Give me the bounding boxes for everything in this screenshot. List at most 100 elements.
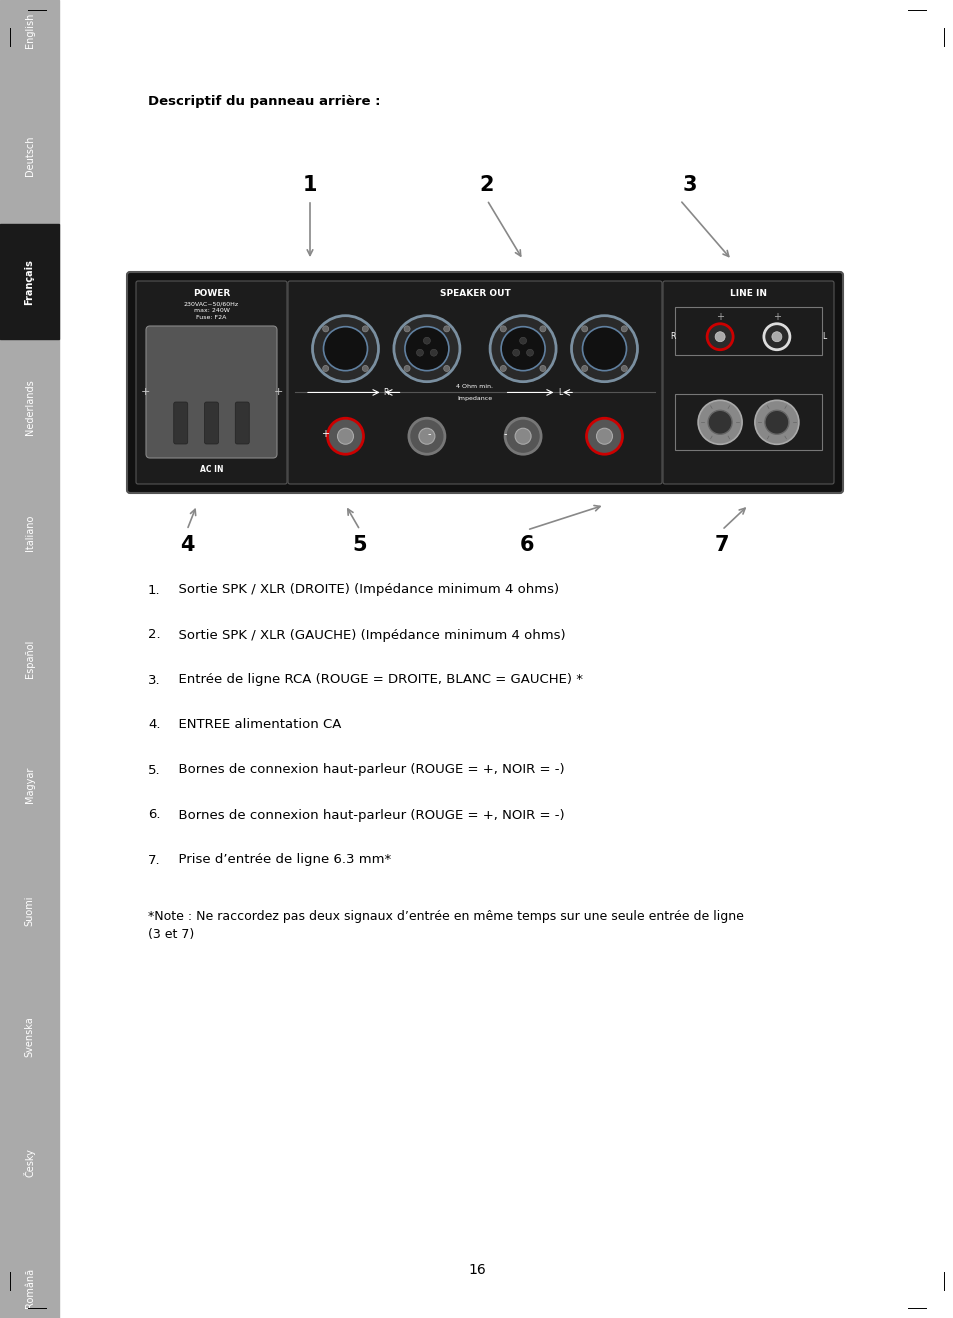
Circle shape <box>754 401 798 444</box>
FancyBboxPatch shape <box>127 272 842 493</box>
Text: Impedance: Impedance <box>456 395 492 401</box>
Circle shape <box>539 365 545 372</box>
Text: Magyar: Magyar <box>25 767 34 803</box>
Circle shape <box>581 365 587 372</box>
Text: 1.: 1. <box>148 584 160 597</box>
Text: Nederlands: Nederlands <box>25 380 34 435</box>
Circle shape <box>596 428 612 444</box>
Bar <box>0 224 59 339</box>
Text: Italiano: Italiano <box>25 515 34 551</box>
Text: Entrée de ligne RCA (ROUGE = DROITE, BLANC = GAUCHE) *: Entrée de ligne RCA (ROUGE = DROITE, BLA… <box>170 673 582 687</box>
FancyBboxPatch shape <box>288 281 661 484</box>
Text: Deutsch: Deutsch <box>25 136 34 177</box>
Text: +: + <box>716 312 723 322</box>
Text: -: - <box>503 430 506 439</box>
Circle shape <box>430 349 436 356</box>
Text: Sortie SPK / XLR (GAUCHE) (Impédance minimum 4 ohms): Sortie SPK / XLR (GAUCHE) (Impédance min… <box>170 629 565 642</box>
Text: LINE IN: LINE IN <box>729 289 766 298</box>
Circle shape <box>519 337 526 344</box>
Circle shape <box>499 326 506 332</box>
Circle shape <box>327 418 363 455</box>
Text: POWER: POWER <box>193 289 230 298</box>
Text: L: L <box>821 332 825 341</box>
Text: 4.: 4. <box>148 718 160 731</box>
Circle shape <box>490 316 556 382</box>
Text: Bornes de connexion haut-parleur (ROUGE = +, NOIR = -): Bornes de connexion haut-parleur (ROUGE … <box>170 763 564 776</box>
Text: Suomi: Suomi <box>25 895 34 925</box>
Text: AC IN: AC IN <box>199 465 223 474</box>
Text: Français: Français <box>25 258 34 304</box>
Text: 230VAC~50/60Hz
max: 240W
Fuse: F2A: 230VAC~50/60Hz max: 240W Fuse: F2A <box>184 302 239 320</box>
Circle shape <box>313 316 378 382</box>
Bar <box>675 307 821 355</box>
Circle shape <box>539 326 545 332</box>
Circle shape <box>362 326 368 332</box>
Circle shape <box>499 365 506 372</box>
FancyBboxPatch shape <box>146 326 276 457</box>
Circle shape <box>394 316 459 382</box>
Circle shape <box>512 349 519 356</box>
Text: 6: 6 <box>519 535 534 555</box>
Circle shape <box>404 326 410 332</box>
Circle shape <box>526 349 533 356</box>
Circle shape <box>500 327 544 370</box>
Circle shape <box>504 418 540 455</box>
Circle shape <box>581 326 587 332</box>
Text: Česky: Česky <box>24 1148 35 1177</box>
Circle shape <box>443 326 449 332</box>
Bar <box>675 394 821 451</box>
Circle shape <box>764 410 788 435</box>
Circle shape <box>418 428 435 444</box>
Text: Descriptif du panneau arrière :: Descriptif du panneau arrière : <box>148 95 380 108</box>
Circle shape <box>620 365 627 372</box>
FancyBboxPatch shape <box>204 402 218 444</box>
Text: 4 Ohm min.: 4 Ohm min. <box>456 384 493 389</box>
Circle shape <box>707 410 731 435</box>
Text: 5: 5 <box>353 535 367 555</box>
Circle shape <box>443 365 449 372</box>
Bar <box>0 0 59 1318</box>
Text: +: + <box>772 312 781 322</box>
Text: 5.: 5. <box>148 763 160 776</box>
Text: L: L <box>558 387 561 397</box>
Text: Română: Română <box>25 1268 34 1307</box>
Circle shape <box>571 316 637 382</box>
Circle shape <box>322 326 329 332</box>
Circle shape <box>515 428 531 444</box>
Text: English: English <box>25 12 34 47</box>
Text: Svenska: Svenska <box>25 1016 34 1057</box>
Text: +: + <box>321 430 329 439</box>
Text: 2.: 2. <box>148 629 160 642</box>
Circle shape <box>322 365 329 372</box>
Text: 6.: 6. <box>148 808 160 821</box>
Circle shape <box>362 365 368 372</box>
Text: Sortie SPK / XLR (DROITE) (Impédance minimum 4 ohms): Sortie SPK / XLR (DROITE) (Impédance min… <box>170 584 558 597</box>
Text: +: + <box>140 387 150 397</box>
FancyBboxPatch shape <box>662 281 833 484</box>
Text: +: + <box>273 387 282 397</box>
Text: Bornes de connexion haut-parleur (ROUGE = +, NOIR = -): Bornes de connexion haut-parleur (ROUGE … <box>170 808 564 821</box>
Circle shape <box>620 326 627 332</box>
Text: Prise d’entrée de ligne 6.3 mm*: Prise d’entrée de ligne 6.3 mm* <box>170 854 391 866</box>
Circle shape <box>404 365 410 372</box>
Text: 1: 1 <box>302 175 317 195</box>
Text: -: - <box>427 430 430 439</box>
Text: 7.: 7. <box>148 854 160 866</box>
Text: R: R <box>383 387 389 397</box>
Circle shape <box>323 327 367 370</box>
Text: ENTREE alimentation CA: ENTREE alimentation CA <box>170 718 341 731</box>
FancyBboxPatch shape <box>136 281 287 484</box>
Text: 16: 16 <box>468 1263 485 1277</box>
Circle shape <box>763 324 789 349</box>
Text: 2: 2 <box>479 175 494 195</box>
Circle shape <box>586 418 622 455</box>
Circle shape <box>423 337 430 344</box>
Text: 4: 4 <box>179 535 194 555</box>
Circle shape <box>409 418 444 455</box>
FancyBboxPatch shape <box>235 402 249 444</box>
Text: *Note : Ne raccordez pas deux signaux d’entrée en même temps sur une seule entré: *Note : Ne raccordez pas deux signaux d’… <box>148 909 743 941</box>
Circle shape <box>706 324 732 349</box>
Text: R: R <box>670 332 675 341</box>
Text: 3: 3 <box>682 175 697 195</box>
Circle shape <box>416 349 423 356</box>
